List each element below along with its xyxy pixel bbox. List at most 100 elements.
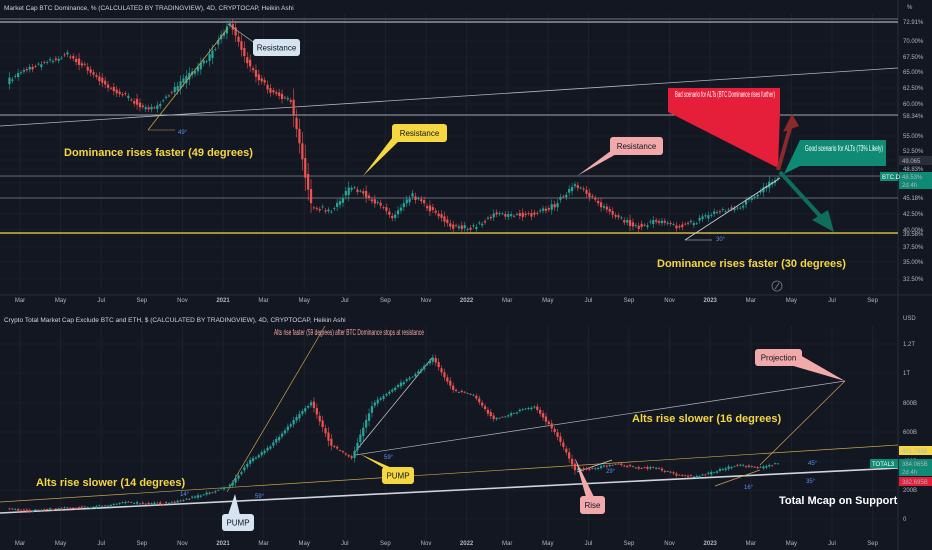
candle-body	[153, 502, 156, 505]
candle-body	[69, 56, 72, 58]
btc-dominance-panel: Market Cap BTC Dominance, % (CALCULATED …	[0, 0, 932, 304]
candle-body	[724, 468, 727, 471]
candle-body	[701, 474, 704, 476]
callout-box-good-scenario	[784, 140, 886, 174]
candle-body	[80, 63, 84, 66]
replay-icon[interactable]	[771, 280, 783, 292]
candle-body	[179, 81, 182, 89]
candle-body	[138, 503, 142, 505]
candle-body	[489, 216, 492, 219]
y-tick-label: 32.50%	[903, 277, 924, 283]
callout-box-resistance-2	[392, 124, 447, 142]
y-tick-label: 48.83%	[903, 167, 924, 173]
candle-body	[454, 225, 458, 227]
candle-body	[646, 466, 649, 469]
candle-body	[579, 187, 582, 189]
candle-body	[112, 87, 115, 92]
candle-body	[382, 396, 385, 399]
candle-body	[312, 401, 316, 408]
candle-body	[475, 395, 478, 399]
candle-body	[649, 221, 652, 223]
candle-body	[472, 225, 475, 227]
candle-body	[440, 214, 443, 218]
candle-body	[48, 508, 52, 510]
candle-body	[425, 206, 429, 209]
candle-body	[727, 466, 730, 469]
candle-body	[19, 509, 23, 511]
candle-body	[620, 463, 623, 466]
candle-body	[54, 508, 57, 510]
x-tick-label: May	[299, 298, 310, 304]
price-tag-2: 48.53%	[902, 175, 923, 181]
candle-body	[321, 206, 324, 208]
candle-body	[753, 196, 756, 198]
candle-body	[585, 189, 588, 194]
candle-body	[60, 57, 63, 59]
candle-body	[167, 95, 171, 97]
candle-body	[228, 23, 231, 26]
callout-pointer-rise	[575, 458, 594, 497]
x-tick-label: Nov	[421, 541, 432, 547]
candle-body	[37, 63, 40, 65]
callout-pointer-projection	[790, 355, 845, 381]
candle-body	[515, 213, 519, 215]
candle-body	[573, 463, 577, 471]
x-tick-label: Jul	[97, 298, 105, 304]
x-tick-label: 2023	[704, 541, 718, 547]
candle-body	[628, 219, 632, 226]
candle-body	[605, 465, 608, 467]
candle-body	[463, 225, 466, 229]
candle-body	[263, 450, 266, 454]
candle-body	[742, 205, 745, 208]
callout-projection: Projection	[761, 354, 797, 363]
angle-label-29: 29°	[606, 469, 616, 475]
candle-body	[243, 47, 246, 57]
candle-body	[370, 199, 374, 202]
candle-body	[608, 464, 611, 467]
candle-body	[251, 458, 255, 462]
x-tick-label: Sep	[136, 298, 147, 304]
candle-body	[449, 380, 452, 386]
candle-body	[420, 199, 423, 202]
x-tick-label: Sep	[136, 541, 147, 547]
candle-body	[164, 96, 168, 98]
candle-body	[115, 89, 118, 94]
candle-body	[756, 194, 759, 197]
candle-body	[721, 209, 724, 210]
candle-body	[394, 214, 397, 218]
candle-body	[124, 93, 127, 95]
callout-box-rise	[580, 496, 605, 514]
candle-body	[51, 509, 55, 511]
candle-body	[759, 466, 762, 468]
candle-body	[481, 402, 484, 406]
candle-body	[156, 105, 159, 109]
candle-body	[466, 229, 469, 230]
trendline-top	[0, 67, 899, 127]
projection-path	[759, 380, 846, 466]
candle-body	[460, 390, 463, 393]
candle-body	[710, 214, 713, 216]
candle-body	[205, 61, 208, 63]
candle-body	[37, 509, 40, 511]
candle-body	[231, 482, 234, 486]
candle-body	[40, 509, 43, 511]
candle-body	[196, 66, 200, 72]
candle-body	[376, 399, 379, 404]
candle-body	[202, 494, 205, 496]
candle-body	[98, 505, 101, 507]
candle-body	[199, 495, 202, 497]
candle-body	[576, 185, 579, 188]
candle-body	[411, 376, 414, 378]
candle-body	[362, 191, 365, 194]
candle-body	[721, 468, 724, 470]
x-tick-label: Mar	[746, 541, 756, 547]
candle-body	[72, 56, 75, 59]
candle-body	[449, 223, 452, 227]
candle-body	[89, 507, 92, 509]
candle-body	[628, 465, 632, 467]
candle-body	[443, 372, 446, 378]
candle-body	[733, 466, 736, 468]
y-tick-label: 58.34%	[903, 114, 924, 120]
candle-body	[11, 508, 14, 510]
candle-body	[521, 409, 524, 411]
